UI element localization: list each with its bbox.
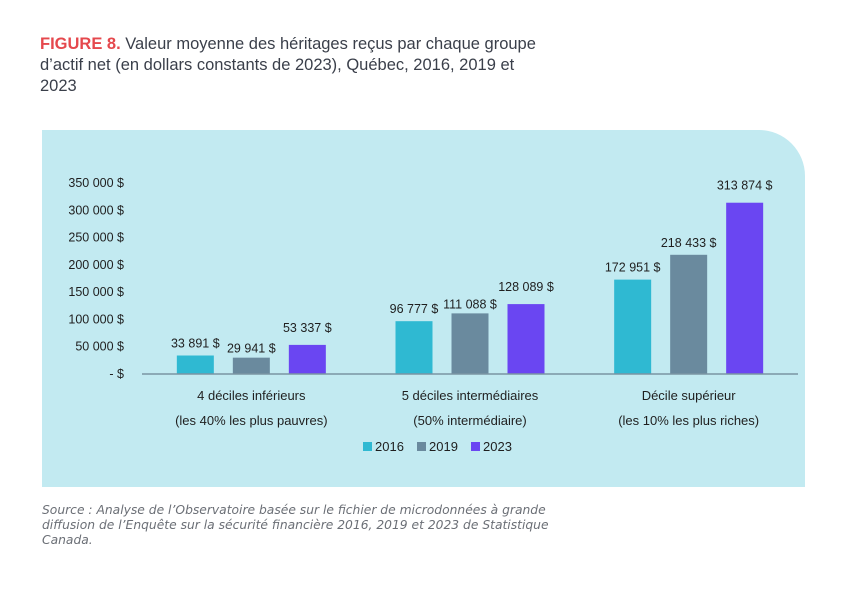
category-label: (les 10% les plus riches) — [618, 413, 759, 428]
bar-2023-group-1 — [288, 344, 326, 374]
legend-swatch-2023 — [471, 442, 480, 451]
data-label: 33 891 $ — [171, 337, 220, 351]
figure-title: FIGURE 8. Valeur moyenne des héritages r… — [40, 34, 540, 97]
bar-2023-group-3 — [726, 202, 764, 374]
y-tick-label: 300 000 $ — [68, 203, 124, 217]
data-label: 128 089 $ — [498, 280, 554, 294]
data-label: 29 941 $ — [227, 342, 276, 356]
y-tick-label: 250 000 $ — [68, 231, 124, 245]
bar-2016-group-3 — [614, 279, 652, 374]
legend-label: 2023 — [483, 439, 512, 454]
bar-2019-group-3 — [670, 254, 708, 374]
y-tick-label: 50 000 $ — [75, 340, 124, 354]
legend-label: 2019 — [429, 439, 458, 454]
category-label: 4 déciles inférieurs — [197, 388, 306, 403]
data-label: 172 951 $ — [605, 261, 661, 275]
y-tick-label: 100 000 $ — [68, 312, 124, 326]
data-label: 313 874 $ — [717, 179, 773, 193]
figure-label: FIGURE 8. — [40, 35, 121, 53]
y-tick-label: - $ — [109, 367, 124, 381]
category-label: Décile supérieur — [642, 388, 737, 403]
legend-swatch-2016 — [363, 442, 372, 451]
data-label: 96 777 $ — [390, 302, 439, 316]
source-note: Source : Analyse de l’Observatoire basée… — [42, 503, 549, 547]
category-label: 5 déciles intermédiaires — [402, 388, 539, 403]
y-tick-label: 200 000 $ — [68, 258, 124, 272]
legend-label: 2016 — [375, 439, 404, 454]
data-label: 111 088 $ — [443, 297, 497, 311]
bar-2019-group-1 — [232, 357, 270, 374]
bar-2023-group-2 — [507, 304, 545, 374]
y-tick-label: 150 000 $ — [68, 285, 124, 299]
category-label: (50% intermédiaire) — [413, 413, 526, 428]
bar-2016-group-1 — [176, 355, 214, 374]
data-label: 218 433 $ — [661, 236, 717, 250]
bar-2019-group-2 — [451, 313, 489, 374]
bar-2016-group-2 — [395, 321, 433, 374]
legend-swatch-2019 — [417, 442, 426, 451]
category-label: (les 40% les plus pauvres) — [175, 413, 327, 428]
figure-title-text: Valeur moyenne des héritages reçus par c… — [40, 35, 536, 95]
data-label: 53 337 $ — [283, 321, 332, 335]
y-tick-label: 350 000 $ — [68, 176, 124, 190]
